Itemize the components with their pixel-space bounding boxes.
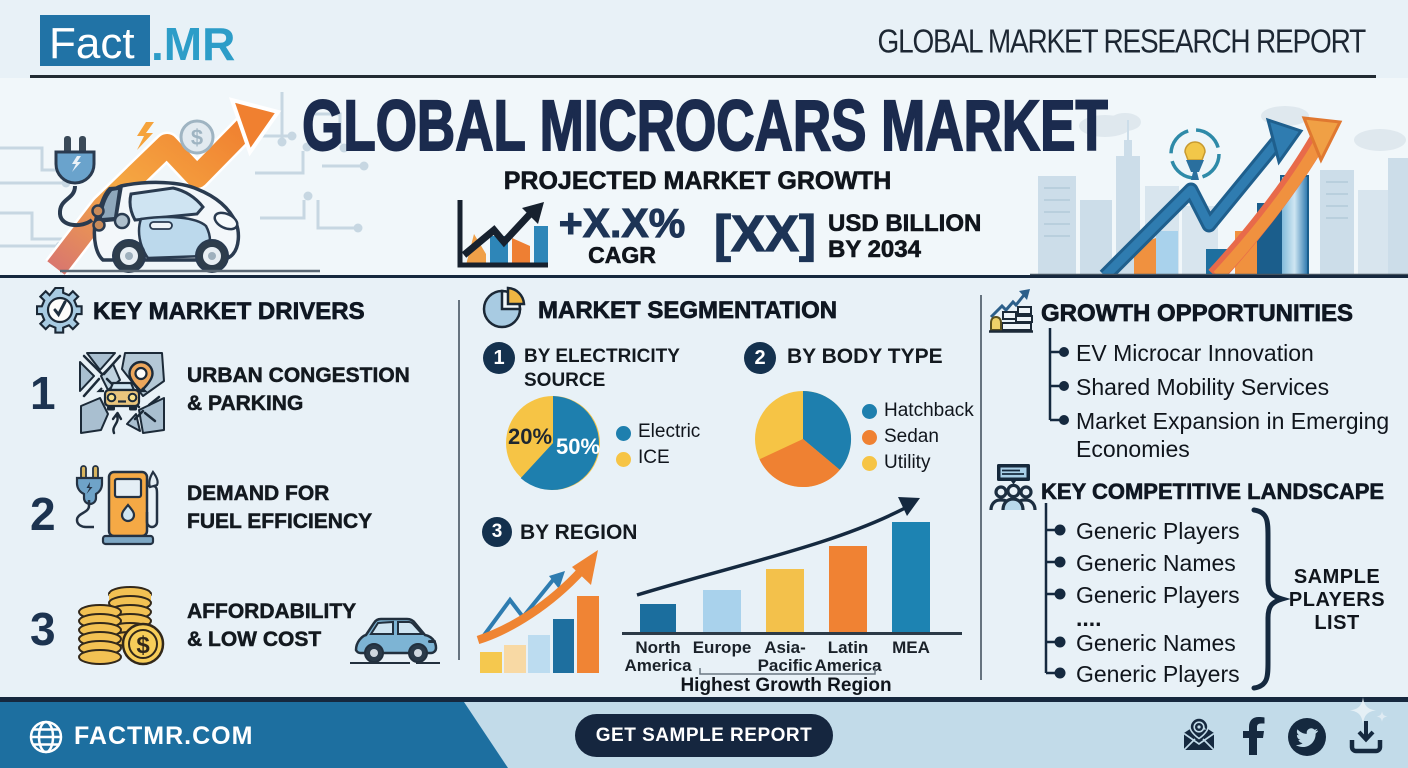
svg-text:Latin: Latin (828, 638, 869, 657)
svg-text:Europe: Europe (693, 638, 752, 657)
svg-text:$: $ (136, 632, 150, 659)
svg-text:MEA: MEA (892, 638, 930, 657)
svg-text:Highest Growth Region: Highest Growth Region (680, 675, 891, 696)
svg-text:$: $ (191, 125, 203, 150)
svg-text:Asia-: Asia- (764, 638, 806, 657)
svg-text:America: America (624, 656, 692, 675)
svg-text:Pacific: Pacific (758, 656, 813, 675)
svg-text:America: America (814, 656, 882, 675)
svg-text:North: North (635, 638, 680, 657)
